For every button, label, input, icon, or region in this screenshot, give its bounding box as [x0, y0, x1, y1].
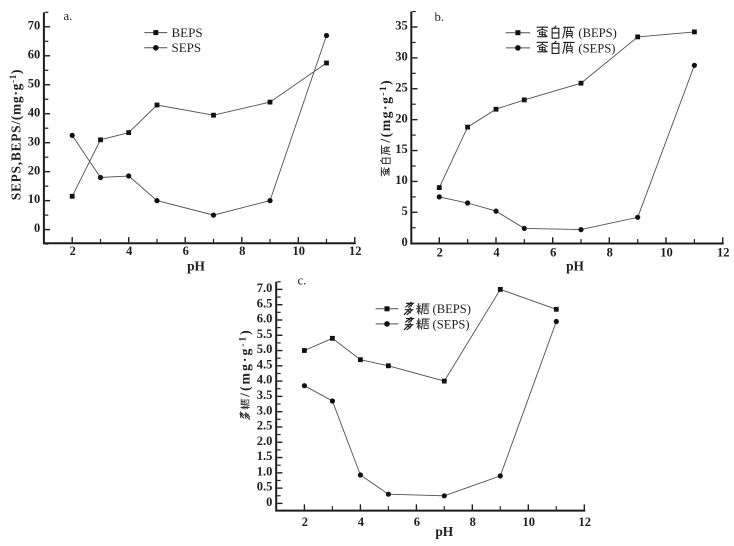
svg-text:30: 30	[28, 134, 41, 148]
svg-text:c.: c.	[298, 273, 307, 287]
svg-text:pH: pH	[566, 259, 584, 274]
svg-text:70: 70	[28, 18, 41, 32]
svg-text:(BEPS): (BEPS)	[433, 302, 472, 316]
svg-text:6: 6	[183, 244, 189, 258]
svg-text:2.5: 2.5	[257, 419, 273, 433]
svg-text:12: 12	[717, 245, 730, 259]
svg-text:0: 0	[34, 221, 40, 235]
svg-text:12: 12	[579, 515, 592, 529]
svg-text:25: 25	[395, 80, 408, 94]
svg-text:(SEPS): (SEPS)	[433, 317, 470, 331]
svg-text:6.5: 6.5	[257, 296, 273, 310]
svg-text:4.5: 4.5	[257, 357, 273, 371]
svg-text:10: 10	[660, 245, 673, 259]
svg-text:7.0: 7.0	[257, 281, 273, 295]
svg-text:15: 15	[395, 142, 408, 156]
svg-text:SEPS,BEPS/(mg·g-1): SEPS,BEPS/(mg·g-1)	[8, 69, 23, 201]
svg-text:SEPS: SEPS	[172, 40, 202, 55]
svg-text:5.0: 5.0	[257, 342, 273, 356]
svg-text:5: 5	[402, 204, 408, 218]
svg-text:40: 40	[28, 105, 41, 119]
svg-text:10: 10	[293, 244, 306, 258]
svg-text:8: 8	[607, 245, 613, 259]
svg-text:10: 10	[28, 192, 41, 206]
svg-text:BEPS: BEPS	[172, 25, 203, 40]
svg-text:4: 4	[493, 245, 500, 259]
svg-text:0: 0	[266, 495, 272, 509]
svg-text:60: 60	[28, 47, 41, 61]
svg-text:6.0: 6.0	[257, 312, 273, 326]
svg-text:1.0: 1.0	[257, 464, 273, 478]
svg-text:b.: b.	[435, 10, 445, 24]
svg-text:4: 4	[358, 515, 365, 529]
svg-text:4.0: 4.0	[257, 373, 273, 387]
svg-text:50: 50	[28, 76, 41, 90]
svg-text:2: 2	[437, 245, 443, 259]
svg-text:20: 20	[28, 163, 41, 177]
svg-text:30: 30	[395, 50, 408, 64]
svg-text:1.5: 1.5	[257, 449, 273, 463]
svg-text:6: 6	[550, 245, 556, 259]
svg-text:5.5: 5.5	[257, 327, 273, 341]
svg-text:10: 10	[523, 515, 536, 529]
svg-text:2: 2	[70, 244, 76, 258]
svg-text:pH: pH	[187, 258, 205, 273]
svg-text:pH: pH	[435, 524, 453, 539]
svg-text:8: 8	[239, 244, 245, 258]
svg-text:20: 20	[395, 111, 408, 125]
svg-text:12: 12	[349, 244, 362, 258]
svg-text:3.0: 3.0	[257, 403, 273, 417]
svg-text:4: 4	[126, 244, 133, 258]
svg-text:2.0: 2.0	[257, 434, 273, 448]
svg-text:(SEPS): (SEPS)	[578, 41, 615, 55]
svg-text:0.5: 0.5	[257, 480, 273, 494]
svg-text:(BEPS): (BEPS)	[578, 26, 617, 40]
svg-text:a.: a.	[64, 9, 73, 23]
svg-text:0: 0	[402, 235, 408, 249]
svg-text:6: 6	[414, 515, 420, 529]
svg-text:10: 10	[395, 173, 408, 187]
svg-text:8: 8	[470, 515, 476, 529]
svg-text:35: 35	[395, 19, 408, 33]
svg-text:3.5: 3.5	[257, 388, 273, 402]
svg-text:2: 2	[302, 515, 308, 529]
